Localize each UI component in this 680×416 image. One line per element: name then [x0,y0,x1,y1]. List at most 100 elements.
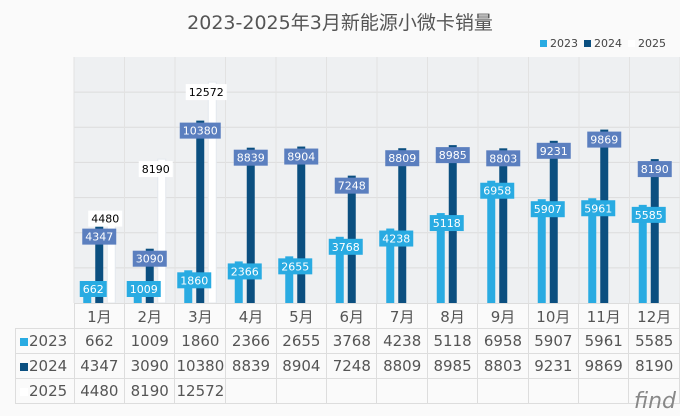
svg-text:9231: 9231 [540,145,568,158]
legend: 2023 2024 2025 [540,37,666,50]
bar-2023 [436,213,445,303]
bar-2023 [335,236,344,303]
table-cell: 3768 [326,328,378,354]
svg-text:8190: 8190 [142,163,170,176]
svg-text:2366: 2366 [231,265,259,278]
table-cell: 2655 [275,328,328,354]
table-cell: 7248 [326,353,378,379]
svg-text:5961: 5961 [584,202,612,215]
data-table: 1月 2月 3月 4月 5月 6月 7月 8月 9月 10月 11月 12月 2023 662 1009 18… [15,303,680,404]
table-cell: 8839 [225,353,277,379]
data-label-2024: 9869 [587,131,622,148]
series-label: 2023 [15,328,75,354]
data-label-2024: 8839 [233,149,268,166]
data-label-2023: 5118 [429,215,464,232]
data-label-2023: 2366 [227,263,262,280]
table-row: 2023 662 1009 1860 2366 2655 3768 4238 5118 6958 5… [15,328,680,354]
svg-text:8839: 8839 [237,152,265,165]
data-label-2025: 4480 [88,210,123,227]
svg-text:5907: 5907 [534,203,562,216]
bar-2023 [638,204,647,303]
bar-2024 [297,146,306,303]
svg-text:6958: 6958 [483,185,511,198]
table-header-row: 1月 2月 3月 4月 5月 6月 7月 8月 9月 10月 11月 12月 [15,303,680,329]
series-label: 2024 [15,353,75,379]
svg-text:8803: 8803 [489,152,517,165]
data-label-2023: 2655 [278,258,313,275]
legend-item-2024: 2024 [584,37,622,50]
table-cell: 9869 [578,353,630,379]
data-label-2024: 8803 [486,150,521,167]
table-row: 2025 4480 8190 12572 [15,378,680,404]
table-cell [426,378,479,404]
svg-text:1009: 1009 [130,283,158,296]
bar-2024 [549,140,558,303]
data-label-2024: 10380 [179,122,221,139]
table-cell: 8190 [628,353,680,379]
data-label-2024: 8809 [385,150,420,167]
data-label-2023: 4238 [379,230,414,247]
data-label-2024: 8904 [284,148,319,165]
svg-text:3090: 3090 [136,253,164,266]
data-label-2023: 6958 [480,182,515,199]
svg-text:12572: 12572 [189,86,224,99]
month-label: 6月 [326,303,378,329]
legend-label: 2024 [594,37,622,50]
svg-text:8904: 8904 [287,151,315,164]
plot-area: 662 1009 1860 2366 2655 3090 3768 4238 4347 4480 5… [73,57,680,303]
svg-text:4480: 4480 [91,213,119,226]
month-label: 7月 [376,303,428,329]
bar-2024 [600,129,609,303]
bar-2024 [145,248,154,303]
table-cell: 9231 [527,353,580,379]
table-cell: 4238 [376,328,428,354]
table-row: 2024 4347 3090 10380 8839 8904 7248 8809 8985 880… [15,353,680,379]
legend-label: 2023 [550,37,578,50]
svg-text:8809: 8809 [388,152,416,165]
table-cell: 3090 [124,353,176,379]
bar-2024 [499,148,508,303]
bar-2023 [285,256,294,303]
svg-text:9869: 9869 [590,134,618,147]
legend-item-2025: 2025 [628,37,666,50]
svg-text:4347: 4347 [85,231,113,244]
table-cell: 1860 [174,328,227,354]
month-label: 8月 [426,303,479,329]
data-label-2023: 662 [79,281,107,297]
data-label-2023: 5585 [631,206,666,223]
month-label: 4月 [225,303,277,329]
data-label-2023: 3768 [328,238,363,255]
table-cell: 8803 [477,353,529,379]
table-cell [326,378,378,404]
data-label-2024: 8190 [637,161,672,178]
table-cell: 4480 [73,378,126,404]
table-cell [376,378,428,404]
table-cell [275,378,328,404]
month-label: 2月 [124,303,176,329]
table-cell: 8190 [124,378,176,404]
table-cell: 5907 [527,328,580,354]
table-cell: 8809 [376,353,428,379]
watermark-logo: find [633,389,676,414]
table-cell: 662 [73,328,126,354]
table-cell: 8904 [275,353,328,379]
data-label-2023: 1860 [177,272,212,289]
table-cell: 5585 [628,328,680,354]
bar-2023 [487,180,496,303]
table-cell: 2366 [225,328,277,354]
data-label-2023: 5907 [530,201,565,218]
svg-text:2655: 2655 [281,260,309,273]
svg-text:3768: 3768 [332,241,360,254]
table-cell: 5118 [426,328,479,354]
table-cell: 8985 [426,353,479,379]
bar-2023 [537,199,546,303]
month-label: 10月 [527,303,580,329]
data-label-2024: 8985 [435,147,470,164]
svg-text:8985: 8985 [439,149,467,162]
table-cell: 4347 [73,353,126,379]
table-cell: 6958 [477,328,529,354]
bar-2023 [386,228,395,303]
svg-text:5585: 5585 [635,209,663,222]
svg-text:10380: 10380 [183,125,218,138]
month-label: 9月 [477,303,529,329]
